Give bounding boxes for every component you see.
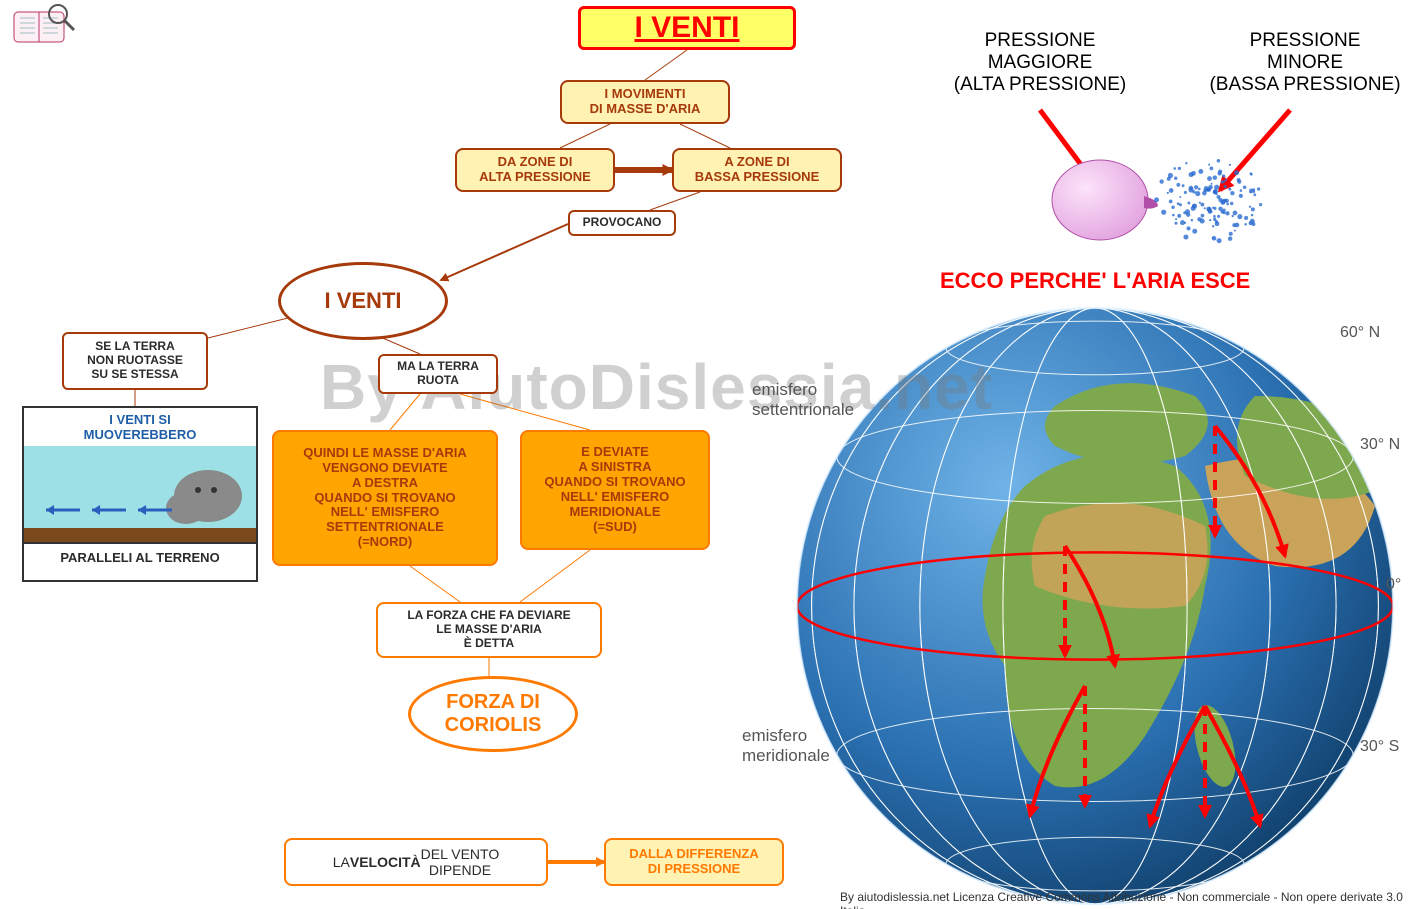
pressure-low-label: PRESSIONE MINORE (BASSA PRESSIONE)	[1190, 30, 1420, 96]
parallel-caption: PARALLELI AL TERRENO	[24, 542, 256, 571]
node-movimenti: I MOVIMENTI DI MASSE D'ARIA	[560, 80, 730, 124]
book-icon	[14, 5, 74, 42]
balloon-caption: ECCO PERCHE' L'ARIA ESCE	[940, 268, 1250, 294]
globe-label-s30: 30° S	[1360, 738, 1399, 756]
node-provocano: PROVOCANO	[568, 210, 676, 236]
node-velocita: LA VELOCITÀ DEL VENTODIPENDE	[284, 838, 548, 886]
node-forza_label: LA FORZA CHE FA DEVIARE LE MASSE D'ARIA …	[376, 602, 602, 658]
node-alta: DA ZONE DI ALTA PRESSIONE	[455, 148, 615, 192]
pressure-high-label: PRESSIONE MAGGIORE (ALTA PRESSIONE)	[930, 30, 1150, 96]
globe-label-north_hemi: emisfero settentrionale	[752, 380, 854, 420]
globe-label-south_hemi: emisfero meridionale	[742, 726, 830, 766]
node-bassa: A ZONE DI BASSA PRESSIONE	[672, 148, 842, 192]
balloon-illustration	[1040, 110, 1290, 243]
node-sud: E DEVIATE A SINISTRA QUANDO SI TROVANO N…	[520, 430, 710, 550]
node-differenza: DALLA DIFFERENZA DI PRESSIONE	[604, 838, 784, 886]
node-coriolis: FORZA DI CORIOLIS	[408, 676, 578, 752]
title: I VENTI	[578, 6, 796, 50]
node-se_no_rot: SE LA TERRA NON RUOTASSE SU SE STESSA	[62, 332, 208, 390]
globe-label-n60: 60° N	[1340, 324, 1380, 342]
parallel-winds-illustration: I VENTI SI MUOVEREBBERO PARALLELI AL TERR…	[22, 406, 258, 582]
footer-credit: By aiutodislessia.net Licenza Creative C…	[840, 890, 1423, 909]
globe-label-n30: 30° N	[1360, 436, 1400, 454]
parallel-title: I VENTI SI MUOVEREBBERO	[24, 408, 256, 446]
node-iventi: I VENTI	[278, 262, 448, 340]
globe-label-eq: 0°	[1386, 576, 1401, 594]
node-nord: QUINDI LE MASSE D'ARIA VENGONO DEVIATE A…	[272, 430, 498, 566]
node-ma_ruota: MA LA TERRA RUOTA	[378, 354, 498, 394]
